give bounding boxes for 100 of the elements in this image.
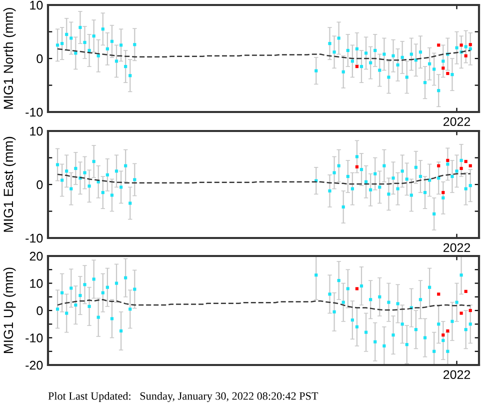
point [60,291,64,294]
point [355,325,359,328]
point [442,338,445,342]
point [437,164,440,168]
point [337,278,340,282]
point [110,40,114,43]
point [450,320,454,323]
point [355,287,359,290]
point [460,274,463,277]
point [114,282,118,285]
y-tick-label: 0 [36,54,43,64]
line-series [56,298,472,311]
point [378,295,382,298]
point [101,291,104,294]
point [464,290,468,293]
point [337,164,340,168]
y-tick-label: 10 [30,279,43,288]
point [369,298,372,302]
point [124,64,128,68]
point [88,184,91,188]
point [442,60,445,63]
point [56,308,60,311]
point [418,174,422,178]
point [88,304,91,308]
y-tick-label: 20 [30,252,43,261]
point [83,40,86,44]
point [355,47,359,50]
point [110,317,114,320]
point [468,308,472,312]
point [387,300,390,304]
point [78,26,82,30]
point [364,52,368,55]
point [92,160,96,164]
point [378,68,382,72]
point [119,44,123,47]
point [387,192,390,196]
point [405,178,408,181]
point [342,205,345,209]
y-tick-label: 10 [30,0,43,10]
point [124,276,128,280]
point [328,42,332,46]
point [396,63,400,66]
point [74,52,78,55]
point [468,322,472,326]
point [342,300,345,304]
point [374,48,377,52]
x-tick-label: 2022 [443,117,470,126]
point [106,286,109,289]
point [455,170,458,173]
point [450,174,454,178]
point [460,312,463,315]
point [355,165,359,168]
point [450,72,454,76]
point [56,163,60,166]
point [119,329,123,332]
point [355,155,359,158]
point [405,76,408,79]
point [328,292,332,296]
text: Plot Last Updated: Sunday, January 30, 2022 08:20:42 PST [48,392,318,402]
point [382,52,386,56]
point [392,54,395,58]
point [314,69,318,72]
point [332,171,336,174]
point [106,173,109,176]
point [446,350,450,353]
point [60,42,64,46]
point [60,178,64,182]
point [346,287,350,290]
point [92,278,96,281]
y-tick-label: 0 [36,306,43,316]
point [350,60,354,63]
point [332,310,336,314]
point [410,194,413,197]
point [350,318,354,322]
point [65,312,68,315]
point [78,294,82,298]
point [70,187,73,190]
point [342,70,345,74]
point [346,48,350,52]
y-axis-title: MIG1 North (mm) [3,8,16,109]
point [374,340,377,344]
point [432,350,436,353]
point [74,166,78,170]
point [446,162,450,166]
point [392,333,395,337]
point [369,188,372,192]
point [114,170,118,173]
point [65,170,68,173]
y-tick-label: -10 [26,334,43,342]
point [328,189,332,192]
point [128,202,132,205]
point [464,160,468,164]
point [83,283,86,286]
point [382,164,386,168]
point [101,28,104,31]
y-tick-label: 10 [30,126,43,136]
point [360,284,364,288]
point [83,171,86,174]
point [437,292,440,296]
point [364,180,368,184]
